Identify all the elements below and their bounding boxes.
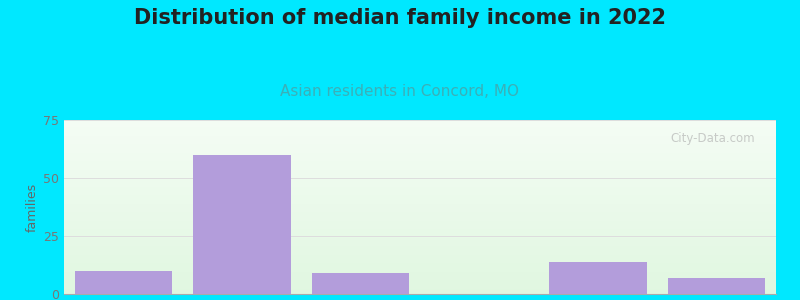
Text: Distribution of median family income in 2022: Distribution of median family income in … <box>134 8 666 28</box>
Bar <box>194 155 290 294</box>
Bar <box>668 278 766 294</box>
Bar <box>312 273 410 294</box>
Bar <box>74 271 172 294</box>
Text: City-Data.com: City-Data.com <box>670 132 754 145</box>
Bar <box>550 262 646 294</box>
Text: Asian residents in Concord, MO: Asian residents in Concord, MO <box>281 84 519 99</box>
Y-axis label: families: families <box>26 182 39 232</box>
